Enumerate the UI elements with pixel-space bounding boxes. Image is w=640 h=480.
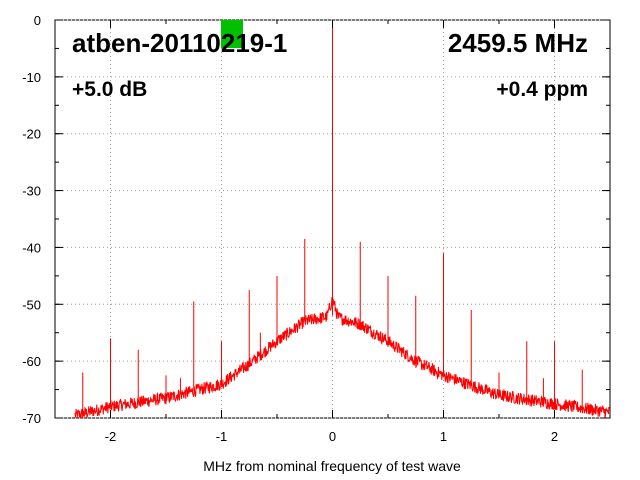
grid-lines [55,19,610,419]
x-tick-label: 1 [440,429,447,444]
frequency-marker [221,20,243,48]
y-tick-label: -70 [22,411,41,426]
y-tick-label: -10 [22,70,41,85]
frequency-label: 2459.5 MHz [448,28,588,58]
noise-floor-trace [74,295,611,419]
ppm-label: +0.4 ppm [496,78,588,101]
gain-label: +5.0 dB [72,78,147,101]
spectrum-series [74,20,611,419]
x-tick-label: 0 [329,429,336,444]
y-tick-label: -40 [22,240,41,255]
y-tick-label: -50 [22,297,41,312]
x-tick-label: -2 [105,429,117,444]
x-tick-label: -1 [216,429,228,444]
y-tick-label: -20 [22,127,41,142]
x-tick-label: 2 [551,429,558,444]
y-tick-label: -30 [22,184,41,199]
y-tick-label: 0 [34,13,41,28]
x-axis-title: MHz from nominal frequency of test wave [203,458,461,474]
y-tick-label: -60 [22,354,41,369]
chart-title: atben-20110219-1 [72,28,287,58]
axis-ticks: -2 -1 0 1 20-10-20-30-40-50-60-70 [22,13,611,444]
